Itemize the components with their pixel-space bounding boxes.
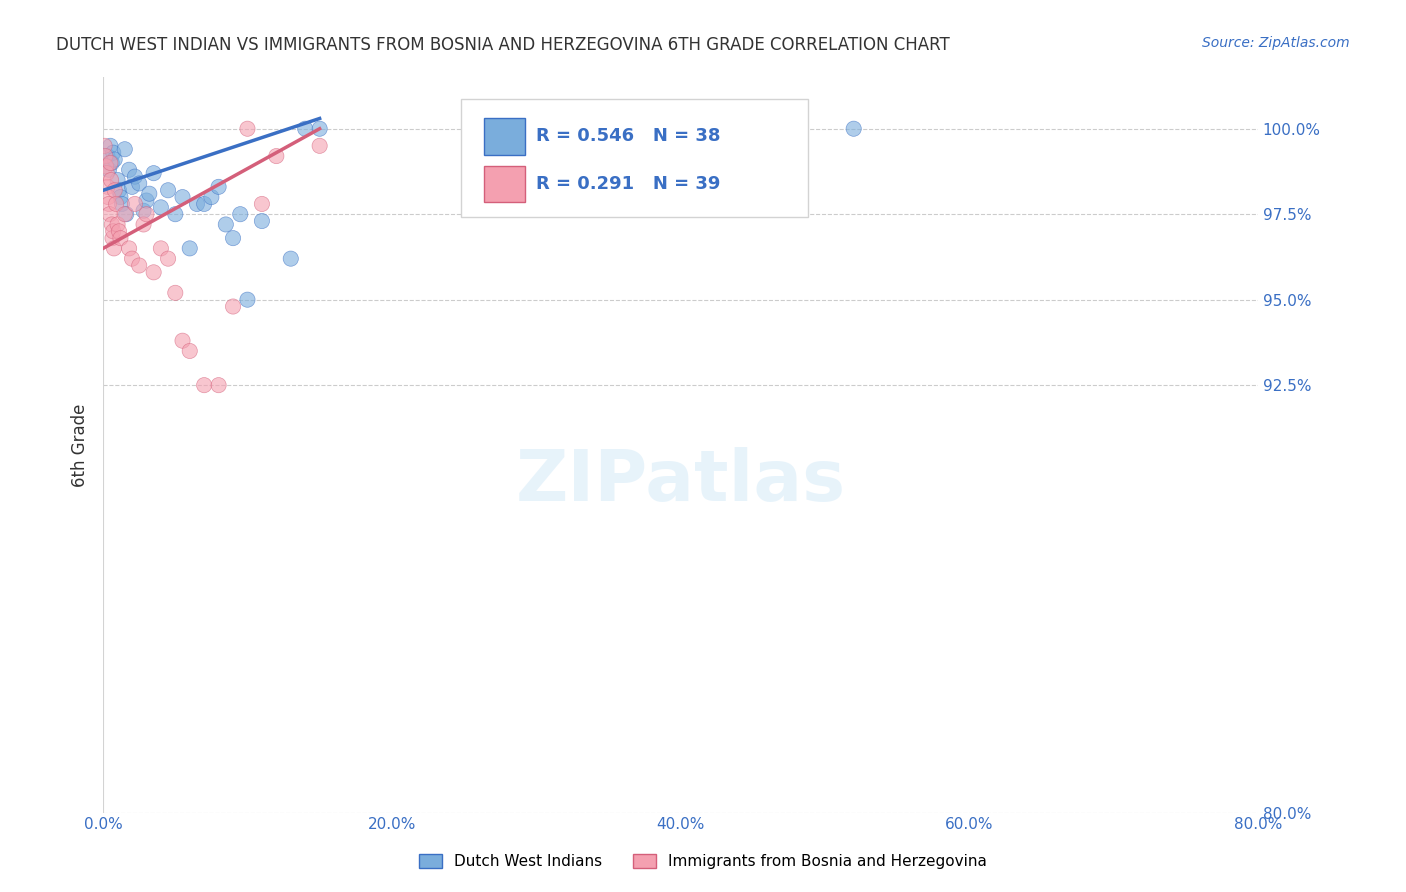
Point xyxy=(250,197,273,211)
Point xyxy=(101,156,124,170)
Point xyxy=(118,241,141,255)
Y-axis label: 6th Grade: 6th Grade xyxy=(72,403,89,487)
Text: DUTCH WEST INDIAN VS IMMIGRANTS FROM BOSNIA AND HERZEGOVINA 6TH GRADE CORRELATIO: DUTCH WEST INDIAN VS IMMIGRANTS FROM BOS… xyxy=(56,36,950,54)
Point xyxy=(96,179,118,194)
Point xyxy=(179,241,201,255)
Point xyxy=(207,179,229,194)
Point xyxy=(128,259,150,273)
Point xyxy=(121,179,143,194)
Point xyxy=(132,203,155,218)
Point xyxy=(157,183,180,197)
Point xyxy=(96,149,118,163)
Text: R = 0.546   N = 38: R = 0.546 N = 38 xyxy=(536,128,721,145)
Point xyxy=(179,343,201,358)
Point xyxy=(108,224,131,238)
Point xyxy=(104,183,127,197)
Point xyxy=(142,265,165,279)
Point xyxy=(200,190,222,204)
FancyBboxPatch shape xyxy=(484,118,524,154)
Text: R = 0.291   N = 39: R = 0.291 N = 39 xyxy=(536,175,720,193)
Point xyxy=(172,334,194,348)
Point xyxy=(98,156,121,170)
Point xyxy=(111,197,134,211)
Point xyxy=(138,186,160,201)
Point xyxy=(128,177,150,191)
Point xyxy=(97,197,120,211)
Point xyxy=(94,159,117,173)
Point xyxy=(157,252,180,266)
Point xyxy=(149,241,172,255)
Point xyxy=(101,218,124,232)
Point xyxy=(107,218,129,232)
Point xyxy=(236,121,259,136)
Point xyxy=(142,166,165,180)
Point xyxy=(294,121,316,136)
Point xyxy=(114,207,136,221)
Text: ZIPatlas: ZIPatlas xyxy=(516,447,845,516)
Point xyxy=(149,200,172,214)
Point xyxy=(308,121,330,136)
Text: Source: ZipAtlas.com: Source: ZipAtlas.com xyxy=(1202,36,1350,50)
Point xyxy=(108,183,131,197)
Point xyxy=(97,190,120,204)
Point xyxy=(165,207,187,221)
Point xyxy=(135,207,157,221)
Point xyxy=(107,173,129,187)
Point xyxy=(222,300,245,314)
Point xyxy=(172,190,194,204)
Point xyxy=(103,145,125,160)
Point xyxy=(118,162,141,177)
Point xyxy=(193,197,215,211)
Point xyxy=(101,231,124,245)
Point xyxy=(110,231,132,245)
Point xyxy=(207,378,229,392)
Point xyxy=(236,293,259,307)
Point xyxy=(124,169,146,184)
Point xyxy=(842,121,865,136)
Point xyxy=(280,252,302,266)
Point xyxy=(96,166,118,180)
Point xyxy=(132,218,155,232)
Point xyxy=(215,218,238,232)
Point xyxy=(121,252,143,266)
Point xyxy=(308,138,330,153)
Point xyxy=(124,197,146,211)
Point xyxy=(135,194,157,208)
Point xyxy=(105,197,128,211)
Point xyxy=(93,138,115,153)
Point xyxy=(266,149,288,163)
Point xyxy=(193,378,215,392)
Point xyxy=(100,173,122,187)
Point xyxy=(114,142,136,156)
FancyBboxPatch shape xyxy=(484,166,524,202)
Point xyxy=(110,190,132,204)
Point xyxy=(98,138,121,153)
Point xyxy=(186,197,208,211)
Legend: Dutch West Indians, Immigrants from Bosnia and Herzegovina: Dutch West Indians, Immigrants from Bosn… xyxy=(413,848,993,875)
Point xyxy=(94,149,117,163)
Point xyxy=(103,224,125,238)
Point xyxy=(229,207,252,221)
Point xyxy=(165,285,187,300)
FancyBboxPatch shape xyxy=(461,100,807,217)
Point xyxy=(250,214,273,228)
Point xyxy=(97,162,120,177)
Point xyxy=(104,153,127,167)
Point xyxy=(222,231,245,245)
Point xyxy=(103,241,125,255)
Point xyxy=(98,207,121,221)
Point xyxy=(115,207,138,221)
